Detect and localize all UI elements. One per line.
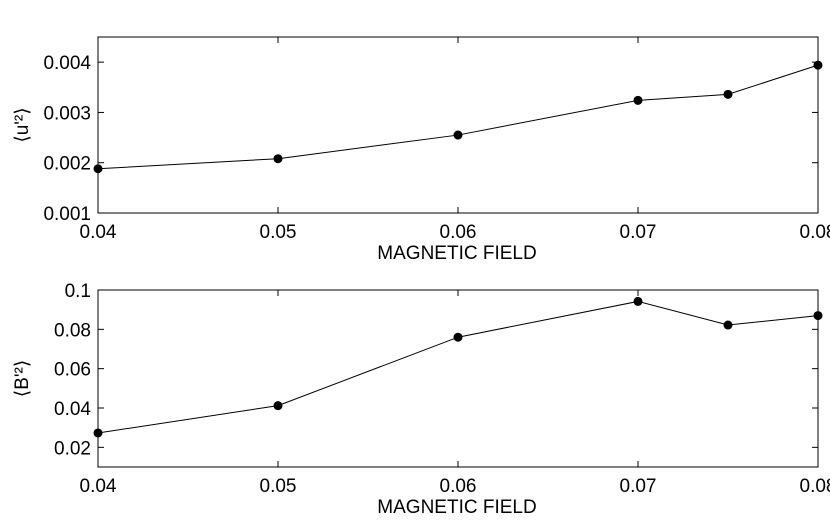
data-point <box>273 154 283 164</box>
axes-frame <box>97 289 819 468</box>
x-tick-label: 0.04 <box>80 222 117 243</box>
x-axis-label: MAGNETIC FIELD <box>377 243 536 264</box>
x-tick-label: 0.06 <box>440 222 477 243</box>
data-point <box>93 164 103 174</box>
y-tick-label: 0.02 <box>54 438 91 459</box>
y-tick-label: 0.06 <box>54 360 91 381</box>
data-point <box>723 320 733 330</box>
x-tick-label: 0.07 <box>620 222 657 243</box>
upper-panel: 0.04 0.05 0.06 0.07 0.08 0.001 0.002 0.003 0.004… <box>12 36 830 264</box>
data-point <box>93 428 103 438</box>
data-point <box>453 332 463 342</box>
data-point <box>813 60 823 70</box>
data-point <box>273 401 283 411</box>
data-point <box>453 130 463 140</box>
y-axis-label: ⟨u'²⟩ <box>12 107 33 142</box>
x-axis-label: MAGNETIC FIELD <box>377 497 536 518</box>
x-tick-label: 0.05 <box>260 476 297 497</box>
y-tick-label: 0.08 <box>54 320 91 341</box>
y-tick-label: 0.1 <box>65 281 91 302</box>
data-point <box>813 311 823 321</box>
y-tick-label: 0.004 <box>43 53 91 74</box>
x-tick-label: 0.06 <box>440 476 477 497</box>
y-tick-label: 0.002 <box>43 154 91 175</box>
x-tick-label: 0.08 <box>800 222 830 243</box>
data-point <box>633 95 643 105</box>
x-tick-label: 0.05 <box>260 222 297 243</box>
series-line <box>97 300 819 434</box>
data-point <box>633 296 643 306</box>
axes-frame <box>97 36 819 214</box>
lower-panel: 0.04 0.05 0.06 0.07 0.08 0.02 0.04 0.06 0.08 0.1 M… <box>12 281 830 518</box>
x-tick-label: 0.08 <box>800 476 830 497</box>
y-tick-label: 0.001 <box>43 204 91 225</box>
series-line <box>97 64 819 170</box>
data-point <box>723 89 733 99</box>
x-tick-label: 0.04 <box>80 476 117 497</box>
y-tick-label: 0.003 <box>43 103 91 124</box>
y-axis-label: ⟨B'²⟩ <box>12 360 33 397</box>
x-tick-label: 0.07 <box>620 476 657 497</box>
y-tick-label: 0.04 <box>54 399 91 420</box>
